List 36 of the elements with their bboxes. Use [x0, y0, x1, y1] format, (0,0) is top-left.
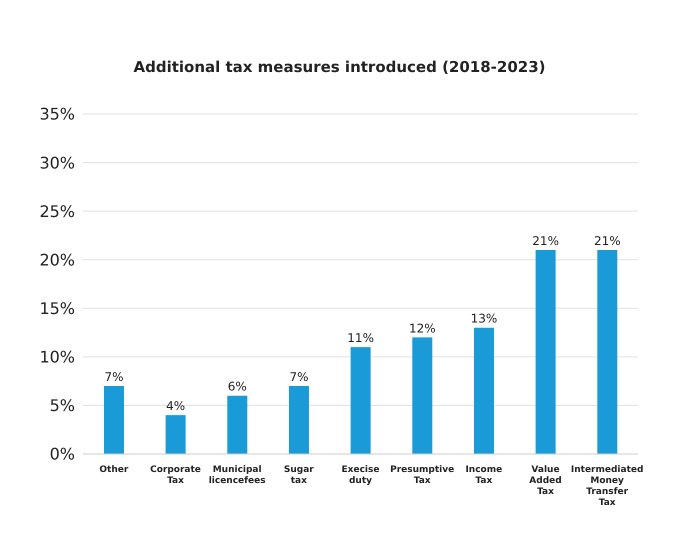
y-tick-label: 0% [50, 444, 75, 464]
y-tick-label: 10% [39, 348, 75, 367]
data-label: 6% [228, 380, 247, 394]
bar [104, 386, 124, 454]
y-tick-label: 25% [39, 202, 75, 221]
bar [536, 250, 556, 454]
y-tick-label: 5% [50, 396, 75, 416]
bar [474, 328, 494, 454]
x-tick-label: Corporate Tax [150, 465, 201, 486]
y-tick-label: 20% [39, 250, 75, 270]
x-tick-label: Other [99, 465, 129, 475]
y-tick-label: 35% [39, 104, 75, 124]
y-tick-label: 30% [39, 153, 75, 172]
x-tick-label: Intermediated Money Transfer Tax [570, 465, 644, 508]
bar [227, 396, 248, 454]
data-label: 21% [532, 234, 559, 248]
bar [166, 415, 186, 454]
bar [597, 250, 618, 454]
bar [350, 347, 371, 454]
data-label: 13% [470, 312, 498, 326]
data-label: 12% [408, 321, 436, 336]
y-tick-label: 15% [39, 298, 75, 318]
bar [288, 386, 309, 454]
chart-title: Additional tax measures introduced (2018-2023) [132, 57, 547, 78]
x-tick-label: Value Added Tax [529, 465, 562, 497]
x-tick-label: Execise duty [342, 465, 380, 486]
data-label: 7% [104, 370, 124, 384]
x-tick-label: Sugar tax [284, 465, 314, 486]
data-label: 7% [289, 370, 308, 384]
x-tick-label: Income Tax [465, 465, 502, 486]
data-label: 11% [347, 331, 374, 346]
data-label: 4% [166, 399, 186, 414]
x-tick-label: Presumptive Tax [390, 465, 454, 486]
data-label: 21% [594, 234, 621, 248]
x-tick-label: Municipal licencefees [208, 465, 266, 486]
bar [412, 337, 432, 454]
